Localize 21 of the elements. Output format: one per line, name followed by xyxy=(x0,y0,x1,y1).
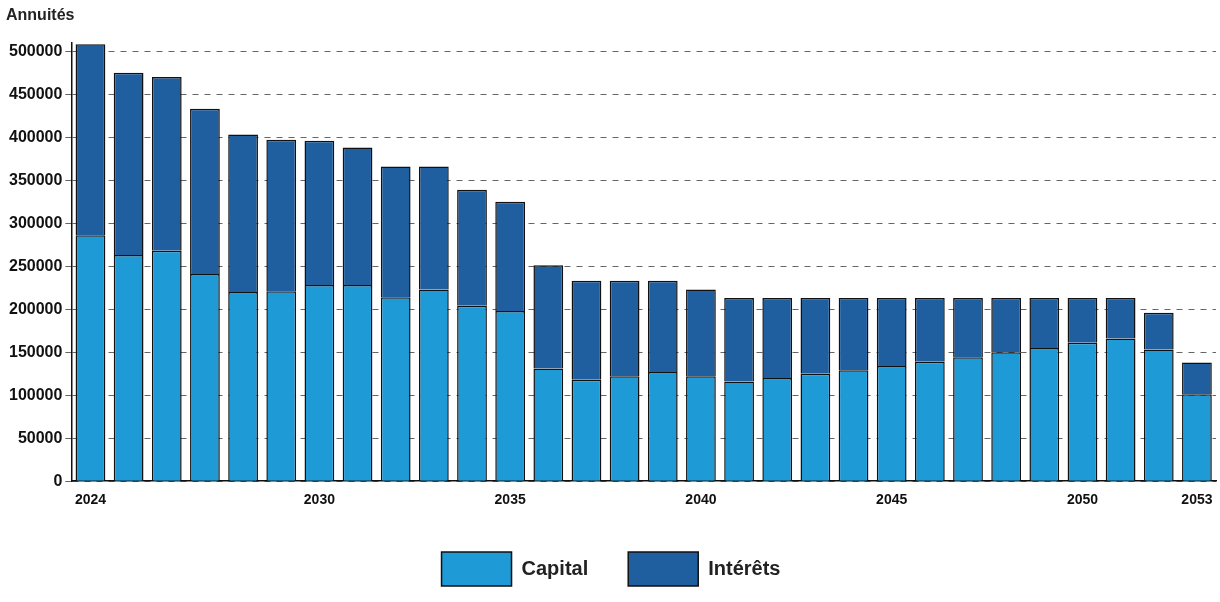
y-tick-label: 50000 xyxy=(17,428,63,446)
y-tick-label: 0 xyxy=(53,471,63,489)
x-tick-label: 2045 xyxy=(876,491,908,508)
x-tick-label: 2024 xyxy=(74,491,107,508)
y-tick-label: 500000 xyxy=(9,41,63,59)
y-tick-label: 300000 xyxy=(9,213,63,231)
y-tick-label: 400000 xyxy=(9,127,63,145)
y-tick-label: 350000 xyxy=(9,170,63,188)
x-tick-label: 2040 xyxy=(685,491,717,508)
y-tick-label: 450000 xyxy=(9,84,63,102)
y-tick-label: 200000 xyxy=(9,299,63,317)
y-tick-label: 150000 xyxy=(9,342,63,360)
y-tick-label: 250000 xyxy=(9,256,63,274)
legend-label: Intérêts xyxy=(708,556,781,579)
x-tick-label: 2035 xyxy=(494,491,526,508)
y-tick-label: 100000 xyxy=(9,385,63,403)
x-tick-label: 2030 xyxy=(303,491,336,508)
x-tick-label: 2053 xyxy=(1181,491,1213,508)
legend-label: Capital xyxy=(521,556,589,579)
x-tick-label: 2050 xyxy=(1066,491,1099,508)
y-axis-title: Annuités xyxy=(6,6,75,24)
